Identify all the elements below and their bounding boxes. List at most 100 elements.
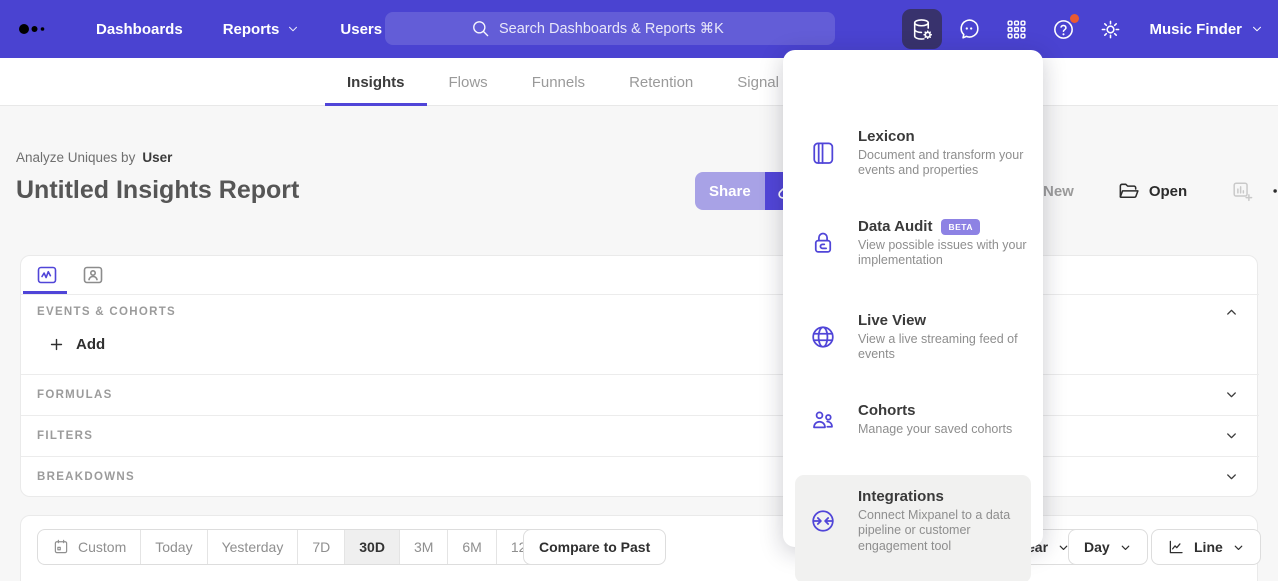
chevron-down-icon[interactable] xyxy=(1224,428,1239,443)
ellipsis-icon xyxy=(1273,189,1278,193)
range-custom-button[interactable]: Custom xyxy=(38,530,142,564)
filters-label: FILTERS xyxy=(37,429,94,442)
settings-button[interactable] xyxy=(1090,9,1130,49)
add-to-board-icon xyxy=(1233,182,1253,202)
range-6m-button[interactable]: 6M xyxy=(448,530,497,564)
tab-flows[interactable]: Flows xyxy=(448,73,488,91)
popover-item-data-audit[interactable]: Data Audit BETA View possible issues with… xyxy=(809,218,1027,269)
subtitle-prefix: Analyze Uniques by xyxy=(16,150,136,165)
chevron-down-icon[interactable] xyxy=(1224,387,1239,402)
range-label: 30D xyxy=(359,539,385,555)
compare-to-past-button[interactable]: Compare to Past xyxy=(523,529,667,565)
header-actions: New Open xyxy=(1030,172,1278,210)
more-options-button[interactable] xyxy=(1271,180,1278,202)
workspace-name: Music Finder xyxy=(1149,20,1242,38)
popover-item-integrations[interactable]: Integrations Connect Mixpanel to a data … xyxy=(809,488,1021,554)
query-builder-panel: EVENTS & COHORTS Add FORMULAS FILTERS BR… xyxy=(20,255,1259,497)
open-report-button[interactable]: Open xyxy=(1117,180,1187,203)
nav-item-label: Reports xyxy=(222,20,280,38)
tab-funnels[interactable]: Funnels xyxy=(531,73,586,91)
chart-type-label: Line xyxy=(1194,539,1223,555)
plus-icon xyxy=(50,338,63,351)
beta-badge: BETA xyxy=(941,218,980,235)
popover-item-cohorts[interactable]: Cohorts Manage your saved cohorts xyxy=(809,402,1021,437)
formulas-label: FORMULAS xyxy=(37,388,113,401)
top-nav: Dashboards Reports Users xyxy=(0,0,1278,58)
profile-view-tab[interactable] xyxy=(81,263,105,287)
section-events-cohorts[interactable]: EVENTS & COHORTS xyxy=(21,294,1259,330)
section-breakdowns[interactable]: BREAKDOWNS xyxy=(21,456,1259,497)
popover-item-text: Data Audit BETA View possible issues with… xyxy=(858,218,1036,269)
analyze-entity-selector[interactable]: User xyxy=(142,150,173,165)
divider xyxy=(21,456,1259,457)
active-view-underline xyxy=(23,291,67,294)
range-today-button[interactable]: Today xyxy=(141,530,208,564)
hovered-item-highlight xyxy=(795,475,1031,581)
workspace-switcher[interactable]: Music Finder xyxy=(1149,21,1264,38)
popover-item-lexicon[interactable]: Lexicon Document and transform your even… xyxy=(809,128,1023,179)
popover-item-desc: View possible issues with your implement… xyxy=(858,238,1027,268)
section-filters[interactable]: FILTERS xyxy=(21,415,1259,456)
data-tools-button[interactable] xyxy=(902,9,943,49)
search-input[interactable] xyxy=(499,20,749,37)
page-title[interactable]: Untitled Insights Report xyxy=(16,176,300,204)
popover-item-text: Integrations Connect Mixpanel to a data … xyxy=(858,488,1036,554)
range-30d-button[interactable]: 30D xyxy=(345,530,400,564)
data-tools-popover: Lexicon Document and transform your even… xyxy=(783,50,1043,581)
apps-grid-button[interactable] xyxy=(996,9,1036,49)
tab-insights[interactable]: Insights xyxy=(325,58,427,106)
nav-item-label: Dashboards xyxy=(96,20,183,38)
range-3m-button[interactable]: 3M xyxy=(400,530,449,564)
nav-links: Dashboards Reports Users xyxy=(96,21,382,38)
popover-item-desc: Connect Mixpanel to a data pipeline or c… xyxy=(858,508,1011,553)
popover-item-text: Cohorts Manage your saved cohorts xyxy=(858,402,1036,437)
metrics-view-tab[interactable] xyxy=(35,263,59,287)
add-event-button[interactable]: Add xyxy=(48,336,105,353)
tab-retention[interactable]: Retention xyxy=(629,73,694,91)
popover-item-text: Live View View a live streaming feed of … xyxy=(858,312,1036,363)
popover-item-title: Lexicon xyxy=(858,128,915,145)
section-formulas[interactable]: FORMULAS xyxy=(21,374,1259,415)
tab-signal[interactable]: Signal xyxy=(737,73,779,91)
add-to-dashboard-button[interactable] xyxy=(1231,180,1253,202)
chevron-down-icon xyxy=(1253,26,1261,32)
feedback-button[interactable] xyxy=(949,9,989,49)
gear-icon xyxy=(1101,20,1120,38)
help-button[interactable] xyxy=(1043,9,1083,49)
chevron-down-icon[interactable] xyxy=(1224,469,1239,484)
popover-item-desc: Document and transform your events and p… xyxy=(858,148,1024,178)
chevron-up-icon[interactable] xyxy=(1224,305,1239,320)
date-range-group: Custom Today Yesterday 7D 30D 3M 6M 12M xyxy=(37,529,554,565)
compare-label: Compare to Past xyxy=(539,539,651,555)
new-report-button[interactable]: New xyxy=(1043,182,1074,200)
search-bar[interactable] xyxy=(385,12,835,45)
speech-bubble-icon xyxy=(960,18,979,39)
nav-right: Music Finder xyxy=(902,0,1264,58)
chevron-down-icon xyxy=(1059,545,1068,550)
search-icon xyxy=(473,21,489,37)
chart-controls-panel: Custom Today Yesterday 7D 30D 3M 6M 12M … xyxy=(20,515,1261,581)
live-view-icon xyxy=(809,323,837,351)
events-cohorts-label: EVENTS & COHORTS xyxy=(37,306,177,318)
range-label: 6M xyxy=(462,539,482,555)
range-label: 7D xyxy=(312,539,331,555)
popover-item-text: Lexicon Document and transform your even… xyxy=(858,128,1036,179)
popover-item-title: Live View xyxy=(858,312,927,329)
share-button[interactable]: Share xyxy=(695,172,765,210)
logo-icon[interactable] xyxy=(18,19,52,39)
interval-dropdown[interactable]: Day xyxy=(1068,529,1148,565)
chart-type-dropdown[interactable]: Line xyxy=(1151,529,1261,565)
popover-item-desc: Manage your saved cohorts xyxy=(858,422,1013,436)
nav-item-dashboards[interactable]: Dashboards xyxy=(96,21,183,38)
popover-item-title: Cohorts xyxy=(858,402,916,419)
integrations-icon xyxy=(809,507,837,535)
calendar-icon xyxy=(54,539,68,554)
nav-item-reports[interactable]: Reports xyxy=(223,21,301,38)
chevron-down-icon xyxy=(1121,545,1130,550)
range-7d-button[interactable]: 7D xyxy=(298,530,346,564)
popover-item-live-view[interactable]: Live View View a live streaming feed of … xyxy=(809,312,1021,363)
range-yesterday-button[interactable]: Yesterday xyxy=(208,530,299,564)
apps-grid-icon xyxy=(1007,19,1026,39)
person-square-icon xyxy=(83,266,103,284)
nav-item-users[interactable]: Users xyxy=(340,21,382,38)
